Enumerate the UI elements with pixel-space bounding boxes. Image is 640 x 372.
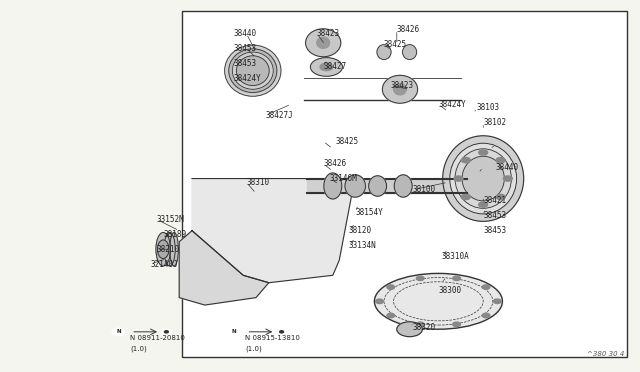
- Circle shape: [496, 158, 505, 163]
- Text: 38103: 38103: [477, 103, 500, 112]
- Circle shape: [479, 202, 488, 207]
- Circle shape: [482, 285, 490, 289]
- Text: 38426: 38426: [323, 159, 346, 168]
- Circle shape: [452, 276, 460, 280]
- Circle shape: [503, 176, 512, 181]
- Circle shape: [387, 313, 395, 318]
- Text: 38189: 38189: [163, 230, 186, 239]
- Ellipse shape: [345, 175, 365, 197]
- Circle shape: [320, 63, 333, 71]
- Text: N: N: [231, 329, 236, 334]
- Ellipse shape: [170, 232, 179, 266]
- Text: 38310: 38310: [246, 178, 269, 187]
- Polygon shape: [179, 231, 269, 305]
- Circle shape: [397, 322, 422, 337]
- Ellipse shape: [369, 176, 387, 196]
- Polygon shape: [192, 179, 352, 283]
- Ellipse shape: [236, 56, 269, 86]
- Ellipse shape: [225, 45, 281, 96]
- Text: (1.0): (1.0): [130, 346, 147, 352]
- Text: 38423: 38423: [317, 29, 340, 38]
- Text: 38320: 38320: [413, 323, 436, 332]
- Text: 38453: 38453: [234, 44, 257, 53]
- Text: ^380 30 4: ^380 30 4: [587, 351, 624, 357]
- Circle shape: [452, 322, 460, 327]
- Text: 38424Y: 38424Y: [234, 74, 261, 83]
- Text: 38453: 38453: [483, 226, 506, 235]
- Text: 38427J: 38427J: [266, 111, 293, 120]
- Ellipse shape: [374, 273, 502, 329]
- Ellipse shape: [383, 75, 418, 103]
- Circle shape: [376, 299, 383, 304]
- Circle shape: [417, 276, 424, 280]
- Text: 38210: 38210: [157, 245, 180, 254]
- Ellipse shape: [394, 175, 412, 197]
- Text: N 08915-13810: N 08915-13810: [245, 335, 300, 341]
- Bar: [182, 11, 627, 357]
- Circle shape: [417, 322, 424, 327]
- Circle shape: [482, 313, 490, 318]
- Text: 38102: 38102: [483, 118, 506, 127]
- Ellipse shape: [164, 232, 175, 266]
- Ellipse shape: [317, 37, 330, 48]
- Text: 38300: 38300: [438, 286, 461, 295]
- Circle shape: [280, 331, 284, 333]
- Circle shape: [387, 285, 395, 289]
- Ellipse shape: [156, 232, 170, 266]
- Circle shape: [454, 176, 463, 181]
- Ellipse shape: [455, 149, 511, 208]
- Circle shape: [479, 150, 488, 155]
- Text: 38440: 38440: [496, 163, 519, 172]
- Circle shape: [461, 194, 470, 199]
- Text: 38453: 38453: [483, 211, 506, 220]
- Circle shape: [161, 329, 172, 335]
- Ellipse shape: [443, 136, 524, 221]
- Ellipse shape: [450, 143, 516, 214]
- Ellipse shape: [377, 45, 391, 60]
- Text: N: N: [116, 329, 121, 334]
- Text: 38421: 38421: [483, 196, 506, 205]
- Ellipse shape: [228, 49, 277, 93]
- Text: 38423: 38423: [390, 81, 413, 90]
- Text: (1.0): (1.0): [245, 346, 262, 352]
- Text: 32140J: 32140J: [150, 260, 178, 269]
- Ellipse shape: [394, 84, 406, 95]
- Ellipse shape: [157, 240, 169, 259]
- Circle shape: [164, 331, 168, 333]
- Ellipse shape: [403, 45, 417, 60]
- Circle shape: [493, 299, 501, 304]
- Text: 38424Y: 38424Y: [438, 100, 466, 109]
- Text: 33146M: 33146M: [330, 174, 357, 183]
- Text: 33134N: 33134N: [349, 241, 376, 250]
- Ellipse shape: [462, 156, 504, 201]
- Text: 38440: 38440: [234, 29, 257, 38]
- Text: 38427: 38427: [323, 62, 346, 71]
- Text: 38310A: 38310A: [442, 252, 469, 261]
- Circle shape: [227, 328, 240, 336]
- Ellipse shape: [324, 173, 342, 199]
- Text: 38154Y: 38154Y: [355, 208, 383, 217]
- Circle shape: [112, 328, 125, 336]
- Circle shape: [276, 329, 287, 335]
- Text: N 08911-20810: N 08911-20810: [130, 335, 185, 341]
- Text: 38453: 38453: [234, 59, 257, 68]
- Text: 33152M: 33152M: [157, 215, 184, 224]
- Circle shape: [461, 158, 470, 163]
- Ellipse shape: [306, 29, 341, 57]
- Ellipse shape: [232, 52, 273, 89]
- Text: 38425: 38425: [384, 40, 407, 49]
- Circle shape: [496, 194, 505, 199]
- Text: 38100: 38100: [413, 185, 436, 194]
- Text: 38425: 38425: [336, 137, 359, 146]
- Text: 38120: 38120: [349, 226, 372, 235]
- Circle shape: [310, 58, 342, 76]
- Text: 38426: 38426: [397, 25, 420, 34]
